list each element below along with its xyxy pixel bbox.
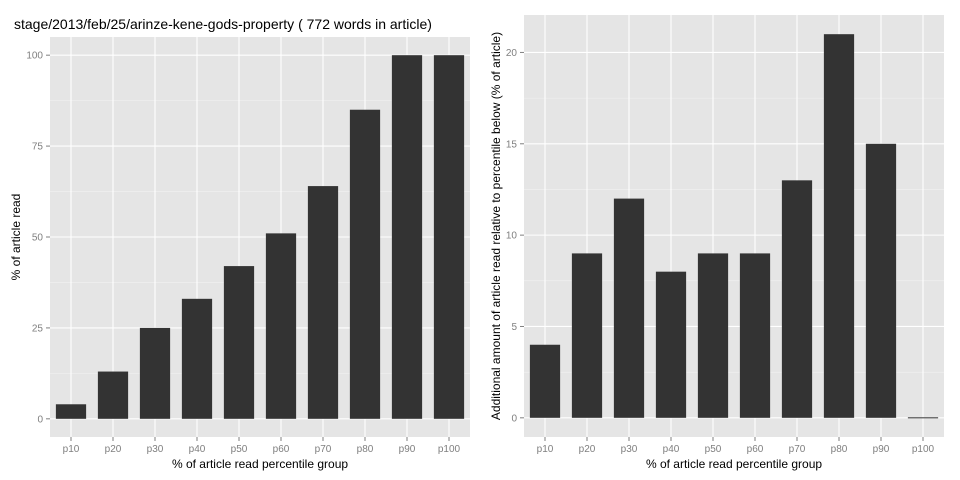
x-tick-label: p40 xyxy=(189,444,206,455)
y-tick-label: 0 xyxy=(37,414,43,425)
x-tick-label: p10 xyxy=(63,444,80,455)
bar-p10 xyxy=(55,404,87,419)
y-tick-label: 20 xyxy=(506,48,518,59)
chart-title: stage/2013/feb/25/arinze-kene-gods-prope… xyxy=(14,16,432,32)
x-tick-label: p90 xyxy=(873,444,890,455)
x-tick-label: p30 xyxy=(621,444,638,455)
bar-p50 xyxy=(223,266,255,419)
y-tick-label: 50 xyxy=(32,233,44,244)
bar-p80 xyxy=(823,34,855,418)
panel-1: 0 25 50 75 100 p10 p20 p30 p40 p50 p60 p70 p80 p90 p10… xyxy=(9,16,470,471)
bar-p90 xyxy=(391,55,423,419)
y-axis-title: Additional amount of article read relati… xyxy=(489,32,503,420)
x-tick-label: p50 xyxy=(231,444,248,455)
y-tick-label: 10 xyxy=(506,231,518,242)
y-tick-label: 75 xyxy=(32,142,44,153)
bar-p10 xyxy=(529,344,561,418)
x-tick-label: p80 xyxy=(357,444,374,455)
x-tick-label: p70 xyxy=(315,444,332,455)
x-tick-label: p60 xyxy=(747,444,764,455)
y-tick-label: 100 xyxy=(26,51,43,62)
x-tick-label: p70 xyxy=(789,444,806,455)
bar-p60 xyxy=(739,253,771,418)
bar-p50 xyxy=(697,253,729,418)
bar-p70 xyxy=(307,186,339,419)
x-axis-title: % of article read percentile group xyxy=(172,457,348,471)
y-axis-title: % of article read xyxy=(9,194,23,281)
x-tick-label: p50 xyxy=(705,444,722,455)
x-tick-label: p90 xyxy=(399,444,416,455)
bar-p30 xyxy=(139,327,171,419)
bar-p40 xyxy=(655,271,687,418)
x-tick-label: p40 xyxy=(663,444,680,455)
panel-2: 0 5 10 15 20 p10 p20 p30 p40 p50 p60 p70 p80 p90 p100%… xyxy=(489,15,944,471)
x-tick-label: p80 xyxy=(831,444,848,455)
bar-p60 xyxy=(265,233,297,419)
y-tick-label: 5 xyxy=(511,322,517,333)
bar-p90 xyxy=(865,143,897,418)
bar-p20 xyxy=(97,371,129,419)
x-tick-label: p20 xyxy=(105,444,122,455)
x-axis-title: % of article read percentile group xyxy=(646,457,822,471)
y-tick-label: 25 xyxy=(32,323,44,334)
x-tick-label: p10 xyxy=(537,444,554,455)
y-tick-label: 0 xyxy=(511,413,517,424)
bar-p100 xyxy=(433,55,465,419)
y-tick-label: 15 xyxy=(506,139,518,150)
bar-p70 xyxy=(781,180,813,418)
bar-p100 xyxy=(907,417,939,419)
x-tick-label: p30 xyxy=(147,444,164,455)
x-tick-label: p100 xyxy=(438,444,461,455)
bar-p40 xyxy=(181,298,213,419)
bar-p80 xyxy=(349,109,381,419)
x-tick-label: p100 xyxy=(912,444,935,455)
bar-p20 xyxy=(571,253,603,418)
x-tick-label: p20 xyxy=(579,444,596,455)
bar-p30 xyxy=(613,198,645,418)
x-tick-label: p60 xyxy=(273,444,290,455)
